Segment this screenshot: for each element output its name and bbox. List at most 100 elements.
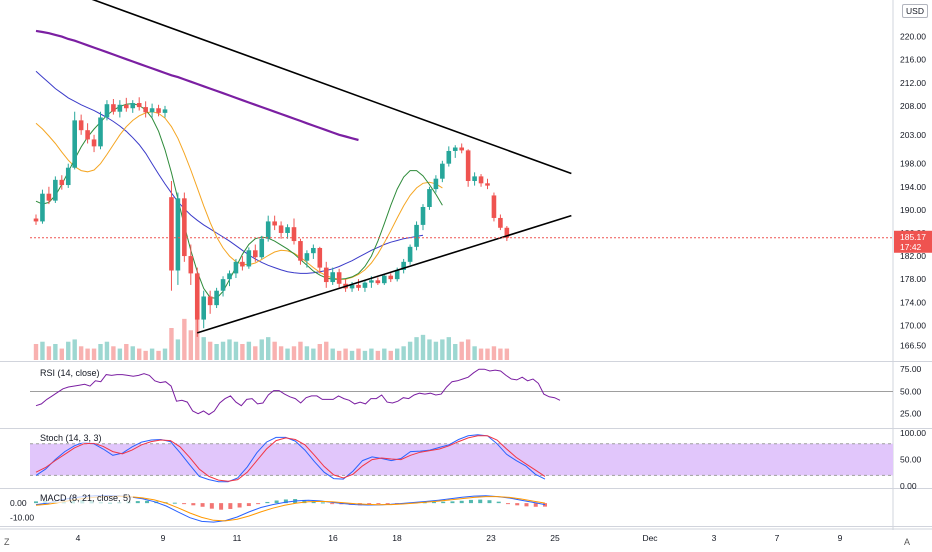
moving-average-line — [35, 103, 443, 299]
volume-bar — [336, 350, 342, 360]
volume-bar — [478, 348, 484, 360]
candle-body — [214, 290, 219, 306]
candle-body — [420, 206, 426, 225]
stoch-line — [35, 435, 546, 482]
macd-histogram-bar — [515, 503, 520, 506]
macd-histogram-bar — [265, 501, 270, 504]
candle-body — [304, 253, 310, 261]
price-axis-tick: 216.00 — [900, 55, 926, 65]
candle-body — [240, 261, 245, 267]
volume-bar — [246, 341, 252, 360]
price-axis-tick: 194.00 — [900, 182, 926, 192]
macd-histogram-bar — [468, 499, 473, 504]
candle-body — [459, 147, 464, 151]
candle-body — [78, 120, 84, 131]
candle-body — [388, 275, 394, 280]
volume-bar — [72, 339, 77, 360]
candle-body — [349, 284, 355, 289]
volume-bar — [214, 344, 219, 360]
candle-body — [472, 176, 477, 181]
macd-histogram-bar — [320, 502, 325, 504]
candle-body — [65, 167, 71, 186]
macd-histogram-bar — [450, 501, 455, 504]
volume-bar — [420, 334, 426, 360]
macd-histogram-bar — [311, 501, 316, 504]
price-axis-tick: 170.00 — [900, 320, 926, 330]
volume-bar — [362, 350, 368, 360]
macd-histogram-bar — [246, 503, 251, 507]
candle-body — [259, 238, 265, 258]
volume-bar — [259, 339, 264, 360]
volume-bar — [53, 344, 58, 360]
macd-axis-tick: -10.00 — [10, 513, 34, 523]
volume-bar — [504, 348, 510, 360]
volume-bar — [137, 348, 142, 360]
volume-bar — [78, 346, 84, 360]
volume-bar — [169, 328, 174, 360]
candle-body — [291, 227, 297, 242]
macd-histogram-bar — [145, 500, 150, 504]
candle-body — [253, 250, 258, 258]
macd-histogram-bar — [209, 503, 214, 509]
time-axis-tick: Dec — [642, 533, 658, 543]
time-axis-tick: 9 — [838, 533, 843, 543]
candle-body — [220, 279, 226, 291]
volume-bar — [401, 346, 406, 360]
time-axis-tick: 11 — [233, 533, 242, 543]
candle-body — [446, 150, 452, 164]
macd-histogram-bar — [376, 503, 381, 505]
candle-body — [433, 178, 439, 190]
countdown-value: 17:42 — [900, 242, 922, 252]
candle-body — [285, 227, 290, 233]
macd-histogram-bar — [191, 503, 196, 506]
candle-body — [130, 103, 136, 109]
price-axis-tick: 208.00 — [900, 101, 926, 111]
candle-body — [278, 225, 284, 233]
volume-bar — [130, 346, 135, 360]
candle-body — [375, 280, 381, 284]
time-axis-tick: 16 — [328, 533, 338, 543]
price-axis-tick: 198.00 — [900, 159, 926, 169]
candle-body — [59, 179, 65, 186]
macd-histogram-bar — [237, 503, 242, 508]
volume-bar — [253, 346, 258, 360]
trend-line — [91, 0, 572, 175]
candle-body — [323, 267, 329, 283]
volume-bar — [220, 341, 226, 360]
macd-histogram-bar — [283, 499, 288, 504]
macd-histogram-bar — [274, 500, 279, 504]
macd-histogram-bar — [524, 503, 529, 507]
volume-bar — [440, 339, 445, 360]
macd-pane — [30, 490, 893, 525]
candle-body — [491, 195, 497, 218]
volume-bar — [66, 341, 71, 360]
auto-scale-button[interactable]: A — [903, 537, 910, 547]
candle-body — [227, 273, 232, 280]
volume-bar — [427, 339, 432, 360]
macd-title: MACD (8, 21, close, 5) — [38, 493, 134, 503]
timezone-button[interactable]: Z — [4, 537, 10, 547]
volume-bar — [272, 341, 277, 360]
candle-body — [394, 269, 400, 280]
candle-body — [478, 176, 484, 184]
volume-bar — [453, 344, 458, 360]
rsi-pane — [30, 363, 893, 427]
candle-body — [498, 217, 503, 228]
volume-bar — [459, 341, 464, 360]
candle-body — [369, 280, 374, 283]
rsi-title: RSI (14, close) — [38, 368, 102, 378]
time-axis-tick: 7 — [775, 533, 780, 543]
macd-histogram-bar — [543, 503, 547, 507]
candle-body — [104, 104, 110, 118]
candle-body — [201, 296, 206, 320]
volume-bar — [149, 348, 155, 360]
volume-bar — [117, 348, 123, 360]
candle-body — [46, 193, 52, 201]
volume-bar — [104, 341, 110, 360]
currency-selector[interactable]: USD — [902, 4, 928, 18]
volume-bar — [311, 348, 316, 360]
volume-bar — [446, 337, 451, 360]
macd-histogram-bar — [459, 500, 464, 504]
